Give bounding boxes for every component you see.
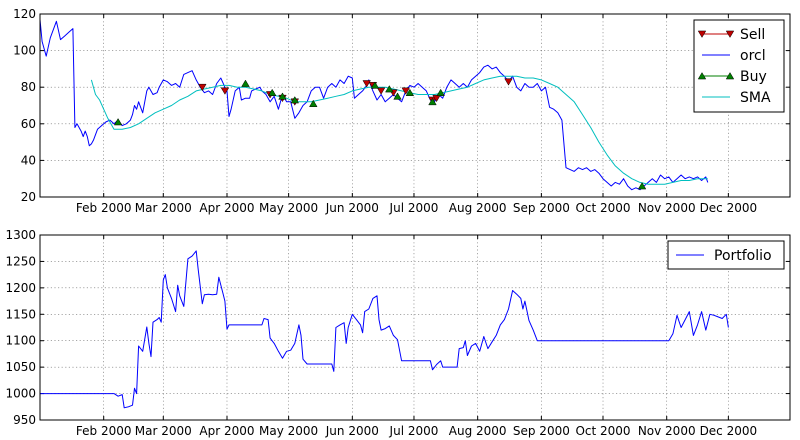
legend-label-sma: SMA [740, 90, 771, 106]
x-tick-label: Aug 2000 [449, 424, 507, 438]
buy-marker [113, 118, 123, 126]
buy-marker [385, 85, 394, 93]
legend: Sell orcl Buy SMA [693, 19, 785, 113]
plot-area [40, 235, 790, 420]
x-tick-label: Mar 2000 [135, 424, 192, 438]
sell-marker [401, 87, 410, 95]
sell-marker [376, 87, 386, 95]
x-tick-label: Sep 2000 [513, 201, 570, 215]
buy-marker [436, 88, 445, 96]
buy-marker [290, 96, 300, 104]
x-tick-label: Apr 2000 [199, 424, 254, 438]
buy-marker [405, 88, 415, 96]
buy-marker [393, 92, 402, 100]
legend-marker-buy [725, 72, 735, 80]
axes-frame [39, 13, 791, 198]
legend-marker-buy [697, 72, 707, 80]
buy-marker [428, 97, 437, 106]
sell-marker [362, 80, 371, 88]
series-layer [40, 19, 709, 191]
legend-label-sell: Sell [740, 27, 765, 43]
y-tick-label: 100 [13, 44, 36, 58]
x-tick-label: Jun 2000 [325, 424, 379, 438]
y-tick-label: 1200 [5, 281, 36, 295]
y-tick-label: 40 [21, 153, 36, 167]
series-layer [40, 250, 729, 409]
buy-marker [278, 92, 287, 100]
x-tick-label: Jul 2000 [389, 201, 439, 215]
series-line-orcl [40, 19, 709, 191]
x-tick-label: Feb 2000 [76, 424, 132, 438]
buy-marker [309, 99, 318, 107]
legend-marker-sell [697, 30, 707, 38]
buy-marker [370, 81, 380, 89]
buy-marker [241, 79, 250, 87]
x-tick-label: Aug 2000 [449, 201, 507, 215]
x-tick-label: Jul 2000 [389, 424, 439, 438]
y-tick-label: 1000 [5, 387, 36, 401]
buy-marker [637, 182, 647, 190]
y-tick-label: 950 [13, 413, 36, 427]
x-tick-label: May 2000 [259, 201, 318, 215]
sell-marker [198, 83, 207, 92]
legend-label-orcl: orcl [740, 48, 766, 64]
y-tick-label: 120 [13, 7, 36, 21]
plot-area [40, 14, 790, 197]
subplot-1: Feb 2000 Mar 2000 Apr 2000 May 2000 Jun 2000… [13, 7, 791, 215]
y-tick-label: 80 [21, 80, 36, 94]
legend-marker-sell [725, 30, 735, 38]
y-tick-label: 1150 [5, 307, 36, 321]
series-line-portfolio [40, 250, 729, 409]
x-tick-label: Oct 2000 [575, 201, 630, 215]
legend: Portfolio [667, 240, 785, 270]
buy-marker [267, 88, 277, 96]
axes-frame [39, 234, 791, 421]
x-tick-label: Feb 2000 [76, 201, 132, 215]
sell-marker [504, 78, 513, 86]
x-tick-label: Mar 2000 [135, 201, 192, 215]
sell-marker [220, 87, 230, 95]
y-tick-label: 20 [21, 190, 36, 204]
legend-label-buy: Buy [740, 69, 767, 85]
y-tick-label: 1250 [5, 254, 36, 268]
legend-label-portfolio: Portfolio [714, 248, 772, 264]
y-tick-label: 1050 [5, 360, 36, 374]
x-tick-label: Sep 2000 [513, 424, 570, 438]
x-tick-label: Dec 2000 [700, 424, 758, 438]
x-tick-label: May 2000 [259, 424, 318, 438]
y-tick-label: 1100 [5, 334, 36, 348]
sell-marker [432, 94, 441, 103]
x-tick-label: Oct 2000 [575, 424, 630, 438]
x-tick-label: Apr 2000 [199, 201, 254, 215]
x-tick-label: Dec 2000 [700, 201, 758, 215]
x-tick-label: Nov 2000 [638, 201, 696, 215]
y-tick-label: 60 [21, 117, 36, 131]
subplot-2: Feb 2000 Mar 2000 Apr 2000 May 2000 Jun 2000… [5, 228, 791, 438]
x-tick-label: Nov 2000 [638, 424, 696, 438]
x-tick-label: Jun 2000 [325, 201, 379, 215]
y-tick-label: 1300 [5, 228, 36, 242]
